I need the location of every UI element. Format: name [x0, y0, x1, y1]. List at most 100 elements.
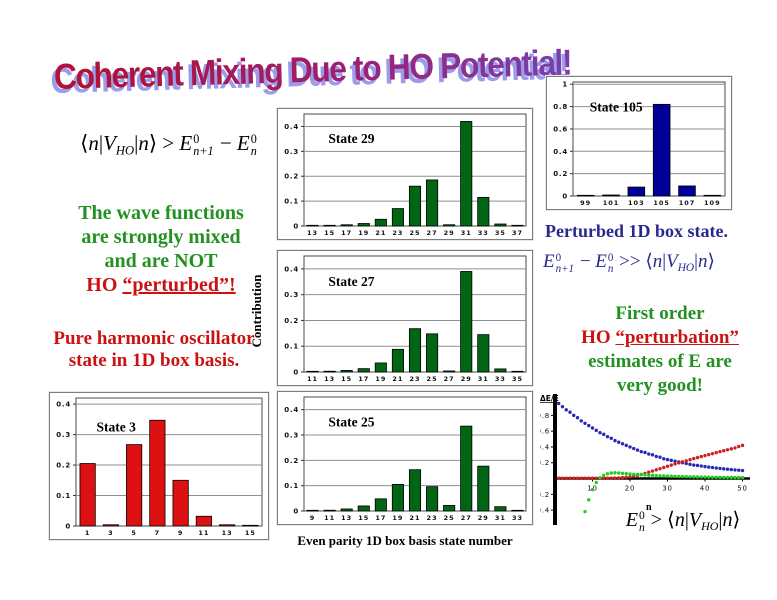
svg-text:9: 9: [178, 529, 184, 537]
svg-text:9: 9: [310, 514, 316, 522]
scatter-chart-delta-e: 0.80.60.40.2-0.2-0.41020304050ΔE/En: [540, 392, 762, 528]
svg-text:-0.2: -0.2: [540, 491, 550, 499]
svg-text:1: 1: [562, 81, 568, 89]
svg-text:21: 21: [392, 375, 403, 383]
svg-text:27: 27: [427, 229, 438, 237]
svg-text:0.2: 0.2: [553, 170, 568, 178]
svg-text:25: 25: [427, 375, 438, 383]
ho-perturbation-line: HO “perturbation”: [581, 327, 739, 348]
svg-text:7: 7: [155, 529, 161, 537]
perturbed-box-caption: Perturbed 1D box state.: [545, 221, 728, 241]
ho-perturbed-line: HO “perturbed”!: [86, 274, 236, 296]
svg-text:13: 13: [307, 229, 318, 237]
wave-line-3: and are NOT: [104, 250, 218, 272]
bar-chart-state-105: 0 0.2 0.4 0.6 0.8 1 99 101 103 105 107 109 State 105: [546, 76, 732, 210]
svg-text:25: 25: [409, 229, 420, 237]
svg-text:0.1: 0.1: [56, 492, 71, 500]
bar-chart-state-29: 0 0.1 0.2 0.3 0.4 13 15 17 19 21 23 25 27 29 31 33 35 37 S…: [277, 108, 533, 240]
svg-text:0.4: 0.4: [284, 123, 299, 131]
svg-text:0.4: 0.4: [540, 443, 550, 451]
svg-text:101: 101: [603, 199, 620, 207]
svg-text:13: 13: [341, 514, 352, 522]
svg-text:23: 23: [427, 514, 438, 522]
svg-text:15: 15: [324, 229, 335, 237]
svg-text:107: 107: [679, 199, 696, 207]
svg-text:State 27: State 27: [328, 274, 374, 289]
svg-text:21: 21: [409, 514, 420, 522]
svg-text:0.3: 0.3: [284, 148, 299, 156]
svg-text:33: 33: [495, 375, 506, 383]
wave-functions-text: The wave functions are strongly mixed an…: [38, 201, 284, 297]
svg-text:n: n: [646, 502, 652, 513]
svg-text:21: 21: [375, 229, 386, 237]
svg-text:0.6: 0.6: [540, 428, 550, 436]
svg-text:11: 11: [324, 514, 335, 522]
svg-text:0.2: 0.2: [284, 457, 299, 465]
wave-line-1: The wave functions: [78, 202, 244, 224]
svg-text:11: 11: [198, 529, 209, 537]
svg-text:0.4: 0.4: [553, 148, 568, 156]
svg-text:0.2: 0.2: [284, 173, 299, 181]
slide-title: Coherent Mixing Due to HO Potential! Coh…: [50, 42, 572, 102]
svg-text:29: 29: [478, 514, 489, 522]
svg-text:ΔE/E: ΔE/E: [540, 394, 559, 403]
svg-text:0.4: 0.4: [284, 406, 299, 414]
svg-text:35: 35: [512, 375, 523, 383]
pure-line-1: Pure harmonic oscillator: [53, 328, 255, 349]
svg-text:20: 20: [625, 485, 636, 493]
perturbed-underlined: “perturbed”!: [122, 274, 236, 296]
svg-text:-0.4: -0.4: [540, 507, 550, 515]
svg-text:0.1: 0.1: [284, 198, 299, 206]
svg-text:0.8: 0.8: [540, 412, 550, 420]
svg-text:15: 15: [245, 529, 256, 537]
svg-text:State 3: State 3: [96, 419, 136, 434]
svg-text:0.4: 0.4: [284, 265, 299, 273]
svg-text:0.3: 0.3: [284, 432, 299, 440]
svg-text:0.2: 0.2: [56, 462, 71, 470]
svg-text:0.3: 0.3: [56, 431, 71, 439]
first-order-line-3: estimates of E are: [588, 351, 732, 372]
svg-text:0.4: 0.4: [56, 401, 71, 409]
svg-text:State 105: State 105: [590, 100, 643, 115]
svg-text:30: 30: [662, 485, 673, 493]
bar-chart-state-3: 0 0.1 0.2 0.3 0.4 1 3 5 7 9 11 13 15 State 3: [49, 392, 269, 540]
first-order-line-1: First order: [615, 303, 705, 324]
svg-text:0: 0: [293, 223, 299, 231]
svg-text:11: 11: [307, 375, 318, 383]
svg-text:0: 0: [293, 369, 299, 377]
svg-text:99: 99: [580, 199, 591, 207]
svg-text:25: 25: [444, 514, 455, 522]
svg-text:33: 33: [512, 514, 523, 522]
svg-text:0: 0: [293, 508, 299, 516]
svg-text:23: 23: [392, 229, 403, 237]
svg-text:31: 31: [461, 229, 472, 237]
bar-chart-state-27: 0 0.1 0.2 0.3 0.4 11 13 15 17 19 21 23 25 27 29 31 33 35 S…: [277, 250, 533, 386]
svg-text:0.1: 0.1: [284, 482, 299, 490]
svg-text:35: 35: [495, 229, 506, 237]
svg-text:40: 40: [700, 485, 711, 493]
svg-text:29: 29: [444, 229, 455, 237]
svg-text:31: 31: [478, 375, 489, 383]
svg-text:0.8: 0.8: [553, 103, 568, 111]
svg-text:13: 13: [222, 529, 233, 537]
svg-text:19: 19: [358, 229, 369, 237]
svg-text:0.1: 0.1: [284, 343, 299, 351]
perturbation-underlined: “perturbation”: [615, 327, 739, 348]
svg-text:50: 50: [737, 485, 748, 493]
svg-text:27: 27: [461, 514, 472, 522]
svg-text:17: 17: [341, 229, 352, 237]
even-parity-axis-label: Even parity 1D box basis state number: [297, 533, 513, 548]
svg-text:105: 105: [653, 199, 670, 207]
svg-text:37: 37: [512, 229, 523, 237]
svg-text:33: 33: [478, 229, 489, 237]
contribution-axis-label: Contribution: [249, 274, 264, 348]
svg-text:3: 3: [108, 529, 114, 537]
svg-text:31: 31: [495, 514, 506, 522]
svg-text:1: 1: [85, 529, 91, 537]
svg-text:State 25: State 25: [328, 415, 374, 430]
first-order-line-4: very good!: [616, 375, 703, 396]
svg-text:17: 17: [375, 514, 386, 522]
svg-text:29: 29: [461, 375, 472, 383]
